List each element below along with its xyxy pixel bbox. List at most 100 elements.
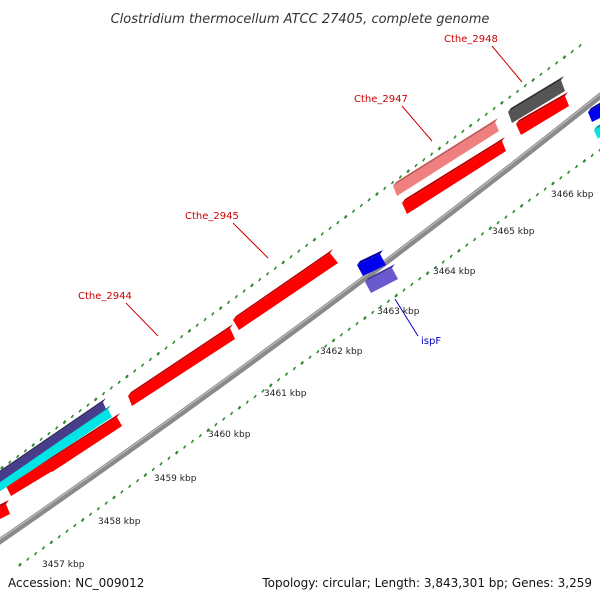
tick-mark [445, 140, 449, 145]
tick-mark [519, 203, 524, 208]
tick-mark [324, 344, 328, 348]
gene-face [516, 96, 569, 135]
tick-mark [406, 169, 411, 174]
tick-mark [276, 377, 281, 382]
gene-face [6, 460, 54, 496]
tick-mark [148, 357, 153, 362]
gene-red-top-right [516, 92, 569, 135]
tick-mark [484, 112, 488, 117]
tick-mark [300, 360, 305, 365]
tick-mark [331, 338, 336, 343]
gene-edge [588, 102, 600, 112]
tick-mark [457, 248, 461, 253]
tick-mark [527, 198, 532, 203]
gene-callout-line [232, 222, 269, 259]
tick-mark [253, 394, 257, 399]
tick-mark [206, 428, 211, 433]
tick-mark [229, 411, 234, 416]
tick-mark [187, 328, 192, 333]
tick-mark [347, 327, 351, 332]
tick-mark [174, 450, 179, 455]
gene-red-center-right [402, 137, 506, 214]
tick-mark [265, 272, 270, 276]
gene-cthe-2944 [128, 324, 235, 406]
gene-label: ispF [421, 336, 441, 347]
tick-mark [62, 420, 67, 425]
gene-edge [402, 137, 505, 203]
kbp-label: 3457 kbp [42, 560, 85, 570]
tick-mark [515, 89, 520, 94]
kbp-label: 3464 kbp [433, 267, 476, 277]
tick-mark [578, 43, 582, 48]
tick-mark [172, 340, 176, 345]
tick-mark [570, 49, 574, 54]
tick-mark [535, 192, 539, 197]
gene-red-corner [0, 500, 10, 519]
tick-mark [151, 467, 155, 472]
tick-mark [273, 266, 278, 271]
tick-mark [590, 153, 594, 158]
kbp-label: 3466 kbp [551, 190, 594, 200]
gene-face [594, 127, 600, 139]
tick-mark [508, 95, 512, 99]
gene-edge [128, 324, 233, 396]
tick-mark [47, 431, 51, 436]
tick-mark [316, 349, 320, 354]
tick-mark [289, 254, 293, 259]
tick-mark [402, 288, 406, 292]
backbone-highlight [0, 93, 600, 540]
tick-mark [128, 484, 132, 489]
tick-mark [117, 380, 121, 385]
tick-mark [80, 517, 85, 522]
tick-mark [237, 405, 242, 410]
tick-mark [34, 551, 38, 556]
tick-mark [41, 546, 46, 550]
kbp-label: 3463 kbp [377, 307, 420, 317]
tick-mark [453, 135, 457, 139]
tick-mark [476, 118, 481, 122]
tick-mark [547, 66, 551, 71]
tick-mark [566, 170, 571, 175]
tick-mark [112, 495, 116, 500]
tick-mark [104, 501, 108, 505]
gene-cthe-2947 [393, 118, 499, 196]
tick-mark [461, 129, 465, 134]
genome-summary-text: Topology: circular; Length: 3,843,301 bp… [261, 576, 592, 590]
tick-mark [156, 351, 161, 356]
gene-blue-right-edge [588, 102, 600, 122]
tick-mark [73, 523, 77, 528]
tick-mark [57, 534, 61, 539]
tick-mark [433, 265, 438, 270]
gene-callout-line [401, 105, 433, 142]
kbp-label: 3460 kbp [208, 430, 251, 440]
gene-callout-line [125, 302, 159, 337]
tick-mark [242, 289, 246, 293]
tick-mark [198, 433, 202, 438]
tick-mark [78, 408, 82, 413]
tick-mark [449, 254, 453, 259]
gene-callout-line [394, 298, 419, 337]
tick-mark [0, 465, 4, 470]
tick-mark [499, 100, 504, 105]
accession-text: Accession: NC_009012 [8, 576, 144, 590]
genome-backbone [0, 92, 600, 545]
tick-mark [292, 366, 296, 371]
tick-mark [218, 306, 223, 311]
tick-mark [496, 220, 500, 225]
labels-layer: Cthe_2948 Cthe_2947 Cthe_2945 Cthe_2944 ispF… [42, 34, 594, 570]
tick-mark [398, 175, 403, 179]
tick-mark [190, 439, 195, 444]
tick-mark [140, 363, 145, 368]
tick-mark [211, 311, 215, 316]
tick-mark [336, 220, 340, 225]
tick-mark [367, 197, 371, 202]
tick-mark [425, 271, 430, 276]
tick-mark [109, 386, 114, 390]
gene-face [402, 141, 506, 214]
tick-mark [159, 461, 163, 466]
tick-mark [383, 186, 387, 191]
tick-mark [284, 372, 289, 376]
tick-mark [539, 72, 543, 77]
gene-ispf [365, 264, 398, 293]
